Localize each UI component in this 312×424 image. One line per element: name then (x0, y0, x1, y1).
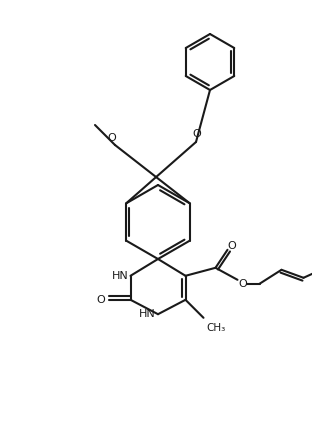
Text: O: O (227, 241, 236, 251)
Text: O: O (238, 279, 247, 289)
Text: O: O (193, 129, 201, 139)
Text: O: O (96, 295, 105, 305)
Text: HN: HN (139, 309, 156, 319)
Text: CH₃: CH₃ (207, 323, 226, 333)
Text: HN: HN (112, 271, 129, 281)
Text: O: O (108, 133, 116, 143)
